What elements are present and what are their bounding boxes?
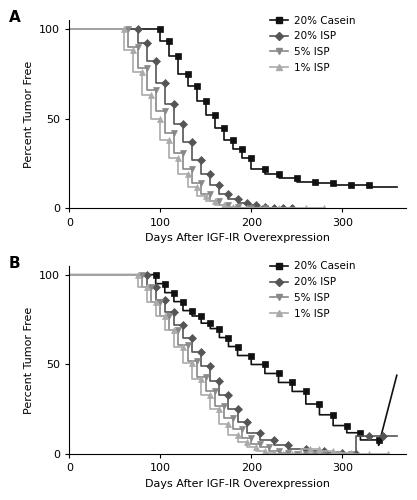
Text: B: B [9,256,20,272]
Legend: 20% Casein, 20% ISP, 5% ISP, 1% ISP: 20% Casein, 20% ISP, 5% ISP, 1% ISP [270,262,355,318]
X-axis label: Days After IGF-IR Overexpression: Days After IGF-IR Overexpression [145,233,330,243]
Y-axis label: Percent Tumor Free: Percent Tumor Free [24,60,34,168]
Y-axis label: Percent Tumor Free: Percent Tumor Free [24,306,34,414]
Legend: 20% Casein, 20% ISP, 5% ISP, 1% ISP: 20% Casein, 20% ISP, 5% ISP, 1% ISP [270,16,355,73]
Text: A: A [9,10,20,26]
X-axis label: Days After IGF-IR Overexpression: Days After IGF-IR Overexpression [145,479,330,489]
